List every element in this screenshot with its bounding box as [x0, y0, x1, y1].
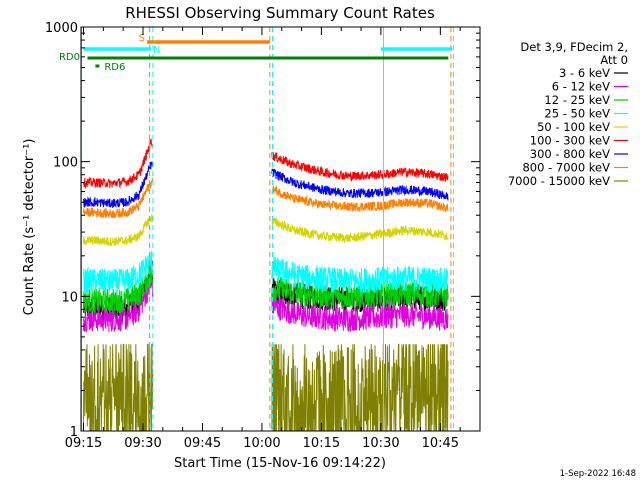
- legend-header-line-1: Det 3,9, FDecim 2,: [520, 40, 628, 54]
- x-tick-label-0: 09:15: [65, 436, 102, 451]
- annotation-label-4: RD6: [104, 62, 125, 73]
- annotation-bars: SN RD0 RD6: [59, 33, 453, 73]
- series-line-5-segment-0: [83, 138, 154, 190]
- y-tick-label-3: 1000: [45, 21, 78, 36]
- series-line-2-segment-0: [83, 267, 154, 314]
- axes: 09:15 09:30 09:45 10:00 10:15 10:30 10:45 1 10 10…: [45, 21, 481, 451]
- legend-label-8: 7000 - 15000 keV: [508, 174, 610, 188]
- x-tick-label-1: 09:30: [124, 436, 161, 451]
- plot-frame: [80, 26, 481, 432]
- legend-label-5: 100 - 300 keV: [530, 134, 610, 148]
- legend-label-2: 12 - 25 keV: [544, 93, 610, 107]
- chart-title: RHESSI Observing Summary Count Rates: [125, 4, 435, 22]
- legend-label-4: 50 - 100 keV: [537, 120, 610, 134]
- x-tick-label-4: 10:15: [303, 436, 340, 451]
- series-line-5-segment-1: [271, 152, 449, 182]
- y-tick-label-1: 10: [61, 290, 78, 305]
- series-line-8-segment-0: [83, 343, 154, 432]
- x-tick-label-3: 10:00: [243, 436, 280, 451]
- x-tick-label-2: 09:45: [184, 436, 221, 451]
- x-axis-title: Start Time (15-Nov-16 09:14:22): [174, 456, 386, 471]
- series-line-1-segment-0: [83, 278, 154, 333]
- y-tick-label-0: 1: [70, 425, 78, 440]
- series-line-8-segment-1: [271, 343, 449, 432]
- series-line-4-segment-0: [83, 214, 154, 247]
- y-tick-label-2: 100: [53, 156, 78, 171]
- series-line-6-segment-0: [83, 161, 154, 209]
- vertical-marker-layer: [81, 27, 455, 431]
- generated-timestamp: 1-Sep-2022 16:48: [560, 469, 636, 479]
- annotation-label-1: N: [153, 45, 160, 56]
- legend-label-3: 25 - 50 keV: [544, 107, 610, 121]
- legend-label-7: 800 - 7000 keV: [522, 161, 610, 175]
- x-tick-label-6: 10:45: [422, 436, 459, 451]
- series-line-3-segment-1: [271, 256, 449, 293]
- annotation-label-3: RD0: [59, 52, 80, 63]
- series-line-3-segment-0: [83, 251, 154, 295]
- annotation-label-0: S: [139, 33, 145, 44]
- series-layer: [83, 138, 449, 432]
- y-axis-title: Count Rate (s⁻¹ detector⁻¹): [22, 139, 37, 316]
- series-line-7-segment-1: [271, 185, 449, 213]
- series-line-6-segment-1: [271, 168, 449, 201]
- legend-header-line-2: Att 0: [600, 53, 628, 67]
- series-line-4-segment-1: [271, 217, 449, 243]
- x-tick-label-5: 10:30: [362, 436, 399, 451]
- series-line-1-segment-1: [271, 294, 449, 333]
- series-line-7-segment-0: [83, 177, 154, 219]
- series-line-2-segment-1: [271, 276, 449, 309]
- legend-label-0: 3 - 6 keV: [559, 66, 610, 80]
- legend-label-1: 6 - 12 keV: [552, 80, 610, 94]
- legend-label-6: 300 - 800 keV: [530, 147, 610, 161]
